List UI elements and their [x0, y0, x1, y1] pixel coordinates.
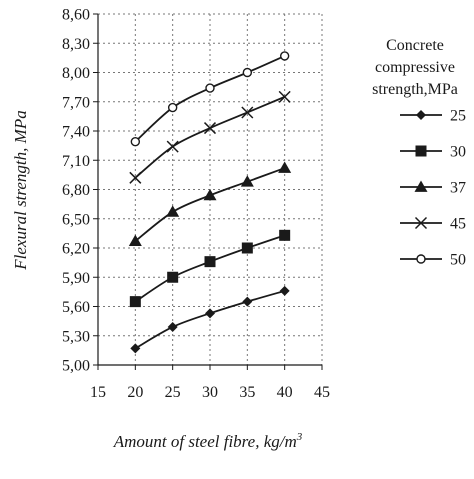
data-point-50 [279, 51, 290, 61]
series-45 [129, 90, 291, 184]
x-axis-label-main: Amount of steel fibre, kg/m [113, 432, 297, 451]
data-point-50 [205, 83, 215, 93]
legend-item-30: 30 [400, 144, 466, 161]
y-axis-label: Flexural strength, MPa [11, 110, 30, 270]
legend-title: Concrete compressive strength,MPa [372, 37, 458, 98]
axis-layer: 5,00 5,30 5,60 5,90 6,20 6,50 6,80 7,10 7,40 7,70… [62, 7, 330, 402]
y-tick-label: 7,10 [62, 153, 90, 170]
y-tick-label: 5,30 [62, 328, 90, 345]
y-tick-label: 5,90 [62, 270, 90, 287]
legend-item-25: 25 [400, 108, 466, 125]
legend-item-45: 45 [400, 216, 466, 233]
y-tick-label: 8,30 [62, 36, 90, 53]
y-tick-label: 6,50 [62, 211, 90, 228]
data-point-45 [278, 90, 291, 103]
y-tick-label: 7,40 [62, 124, 90, 141]
x-tick-label: 15 [90, 384, 106, 401]
x-tick-label: 20 [127, 384, 143, 401]
x-tick-label: 40 [277, 384, 293, 401]
series-37 [128, 161, 292, 247]
data-point-45 [166, 140, 179, 153]
legend-layer: Concrete compressive strength,MPa 25 30 37 45 5… [372, 37, 466, 269]
data-point-25 [130, 343, 141, 354]
series-50 [130, 51, 290, 147]
data-point-37 [166, 205, 180, 217]
series-30 [129, 229, 291, 308]
x-tick-label: 25 [165, 384, 181, 401]
data-point-45 [203, 122, 217, 135]
data-point-30 [204, 256, 216, 268]
data-point-30 [167, 271, 179, 283]
legend-label-25: 25 [450, 108, 466, 125]
y-tick-label: 6,80 [62, 182, 90, 199]
legend-marker-50 [416, 254, 426, 264]
legend-marker-37 [414, 180, 428, 192]
data-point-30 [241, 242, 253, 254]
data-point-25 [205, 308, 215, 319]
x-axis-label: Amount of steel fibre, kg/m3 [113, 431, 303, 451]
legend-item-37: 37 [400, 180, 466, 197]
legend-label-50: 50 [450, 252, 466, 269]
legend-label-37: 37 [450, 180, 466, 197]
series-layer [128, 51, 292, 354]
data-point-37 [240, 175, 254, 187]
legend-marker-30 [415, 145, 427, 157]
data-point-50 [130, 137, 141, 147]
data-point-37 [203, 188, 217, 201]
legend-marker-45 [414, 216, 428, 230]
y-tick-label: 7,70 [62, 94, 90, 111]
data-point-30 [129, 296, 141, 308]
data-point-37 [278, 161, 292, 173]
y-tick-label: 8,00 [62, 65, 90, 82]
y-tick-label: 6,20 [62, 241, 90, 258]
legend-item-50: 50 [400, 252, 466, 269]
data-point-50 [242, 67, 253, 78]
legend-label-45: 45 [450, 216, 466, 233]
data-point-25 [167, 321, 178, 332]
x-tick-label: 45 [314, 384, 330, 401]
data-point-45 [129, 171, 142, 184]
y-tick-label: 5,60 [62, 299, 90, 316]
legend-marker-25 [416, 110, 426, 120]
x-tick-label: 35 [239, 384, 255, 401]
data-point-37 [128, 234, 142, 247]
data-point-25 [242, 296, 253, 307]
y-tick-label: 5,00 [62, 358, 90, 375]
legend-label-30: 30 [450, 144, 466, 161]
data-point-50 [167, 102, 178, 113]
data-point-30 [279, 229, 291, 241]
x-tick-label: 30 [202, 384, 218, 401]
series-25 [130, 285, 290, 354]
y-tick-label: 8,60 [62, 7, 90, 24]
data-point-25 [279, 285, 290, 296]
data-point-45 [241, 106, 254, 119]
x-axis-label-superscript: 3 [296, 431, 303, 443]
